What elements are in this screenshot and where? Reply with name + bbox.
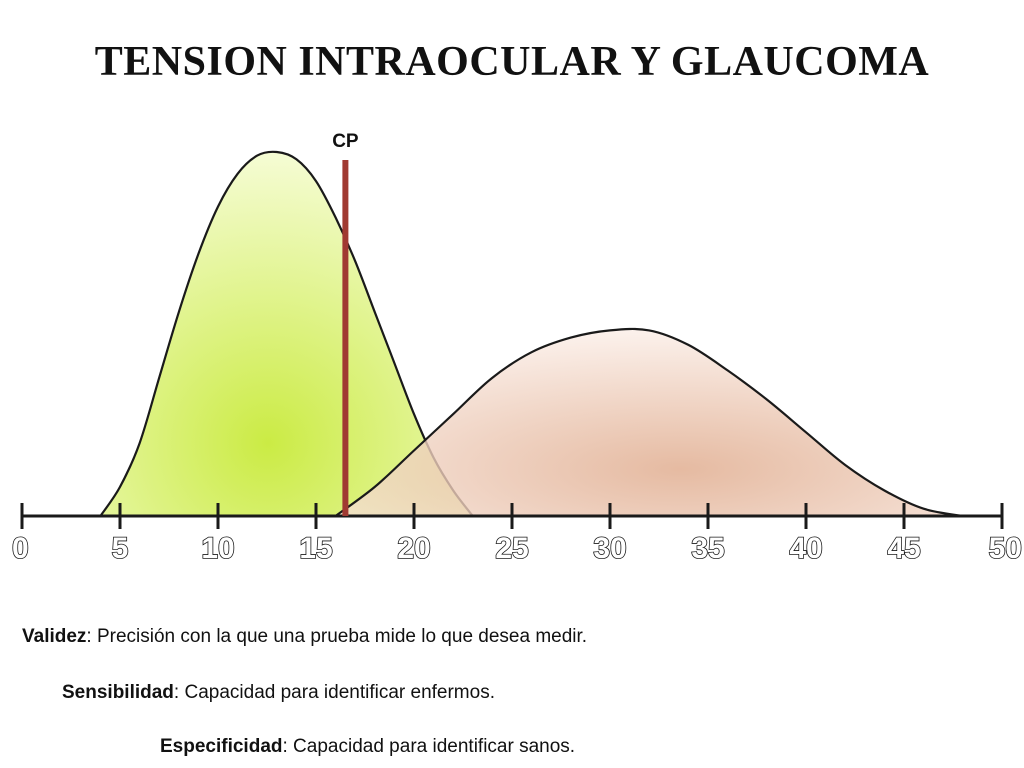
glaucoma-distribution-chart: 0 5 10 15 20 25 30 35 40 45 50 CP — [11, 131, 1023, 566]
x-axis: 0 5 10 15 20 25 30 35 40 45 50 — [11, 503, 1023, 566]
x-tick-label: 10 — [201, 532, 234, 565]
definition-especificidad: Especificidad: Capacidad para identifica… — [160, 736, 575, 758]
definition-term: Sensibilidad — [62, 682, 174, 703]
distribution-areas — [99, 150, 964, 518]
x-tick-label: 35 — [691, 532, 724, 565]
x-tick-label: 50 — [989, 532, 1022, 565]
x-tick-label: 15 — [299, 532, 332, 565]
x-tick-label: 30 — [593, 532, 626, 565]
page-title: TENSION INTRAOCULAR Y GLAUCOMA — [94, 39, 930, 85]
definition-term: Especificidad — [160, 736, 283, 757]
distribution-area-2 — [334, 327, 964, 518]
definition-term: Validez — [22, 626, 87, 647]
x-tick-label: 40 — [789, 532, 822, 565]
cut-point-label: CP — [332, 131, 359, 152]
x-tick-label: 0 — [12, 532, 29, 565]
x-tick-label: 25 — [495, 532, 528, 565]
definition-sensibilidad: Sensibilidad: Capacidad para identificar… — [62, 682, 495, 704]
distribution-area-1 — [99, 150, 474, 518]
x-tick-label: 5 — [112, 532, 129, 565]
definition-text: : Capacidad para identificar enfermos. — [173, 682, 495, 703]
definition-text: : Capacidad para identificar sanos. — [282, 736, 576, 757]
definition-validez: Validez: Precisión con la que una prueba… — [22, 626, 587, 648]
x-tick-label: 45 — [887, 532, 920, 565]
definition-text: : Precisión con la que una prueba mide l… — [86, 626, 588, 647]
x-tick-label: 20 — [397, 532, 430, 565]
annotations: CP — [332, 131, 359, 516]
